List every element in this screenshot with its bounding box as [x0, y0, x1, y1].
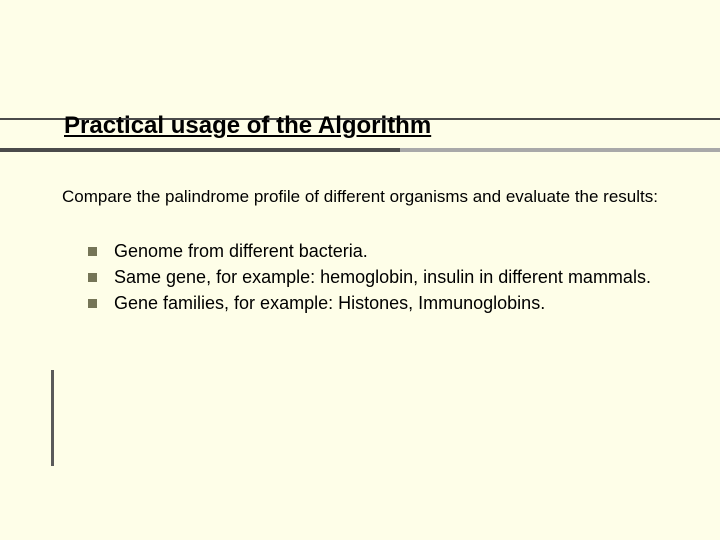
bullet-list: Genome from different bacteria. Same gen…	[88, 240, 662, 318]
title-rule-bottom	[0, 148, 720, 154]
bullet-text: Same gene, for example: hemoglobin, insu…	[114, 267, 651, 287]
title-block: Practical usage of the Algorithm	[0, 118, 720, 140]
title-rule-dark	[0, 148, 400, 152]
intro-text: Compare the palindrome profile of differ…	[62, 186, 662, 207]
list-item: Same gene, for example: hemoglobin, insu…	[88, 266, 662, 289]
square-bullet-icon	[88, 299, 97, 308]
bullet-text: Gene families, for example: Histones, Im…	[114, 293, 545, 313]
title-rule-light	[400, 148, 720, 152]
bullet-text: Genome from different bacteria.	[114, 241, 368, 261]
square-bullet-icon	[88, 247, 97, 256]
square-bullet-icon	[88, 273, 97, 282]
decorative-vertical-line	[51, 370, 54, 466]
slide-title: Practical usage of the Algorithm	[0, 112, 431, 140]
slide: Practical usage of the Algorithm Compare…	[0, 0, 720, 540]
list-item: Genome from different bacteria.	[88, 240, 662, 263]
list-item: Gene families, for example: Histones, Im…	[88, 292, 662, 315]
